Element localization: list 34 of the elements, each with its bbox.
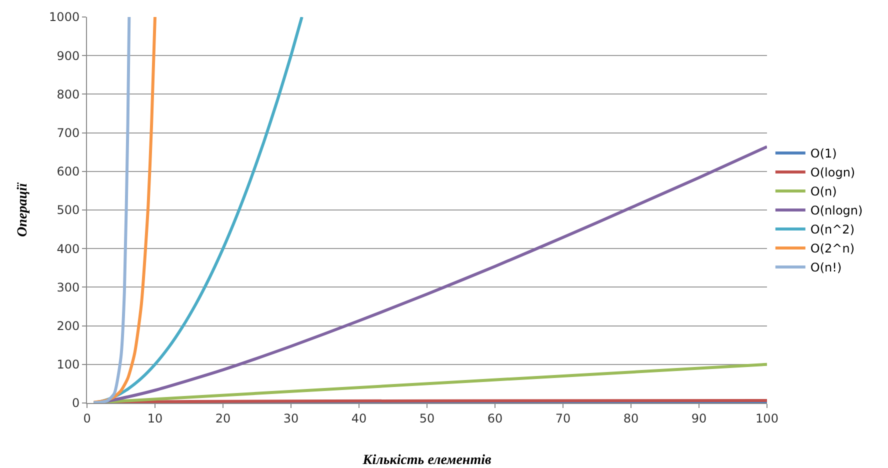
y-tick-label: 100 [56, 358, 80, 372]
x-tick-label: 100 [756, 411, 778, 426]
line-series [92, 17, 156, 403]
y-tick-label: 500 [56, 203, 80, 218]
y-tick-label: 300 [56, 280, 80, 294]
x-tick-label: 70 [555, 411, 571, 426]
y-tick-label: 1000 [49, 10, 80, 24]
x-tick-label: 20 [215, 411, 231, 426]
x-tick-label: 40 [351, 411, 367, 426]
line-series [92, 17, 304, 403]
y-tick-label: 900 [56, 48, 80, 63]
y-tick-label: 400 [56, 242, 80, 256]
y-tick-label: 700 [56, 126, 80, 140]
x-tick-label: 50 [419, 411, 435, 426]
x-tick-label: 10 [147, 411, 163, 426]
x-axis-title: Кількість елементів [362, 453, 492, 468]
legend-label: O(n!) [810, 260, 842, 275]
x-tick-label: 60 [487, 411, 503, 426]
y-tick-label: 200 [56, 319, 80, 333]
x-tick-label: 90 [691, 411, 707, 426]
legend-label: O(2^n) [810, 242, 855, 256]
legend-label: O(nlogn) [810, 204, 863, 218]
legend-label: O(n) [810, 184, 837, 199]
y-axis-title: Операції [16, 182, 31, 237]
line-series [92, 17, 131, 403]
x-tick-label: 0 [83, 411, 91, 426]
x-tick-label: 80 [623, 411, 639, 426]
legend-label: O(logn) [810, 166, 856, 180]
legend-label: O(n^2) [810, 222, 855, 237]
y-tick-label: 0 [72, 396, 80, 410]
y-tick-label: 800 [56, 87, 80, 102]
y-tick-label: 600 [56, 164, 80, 179]
x-tick-label: 30 [283, 411, 299, 426]
legend-label: O(1) [810, 146, 837, 161]
